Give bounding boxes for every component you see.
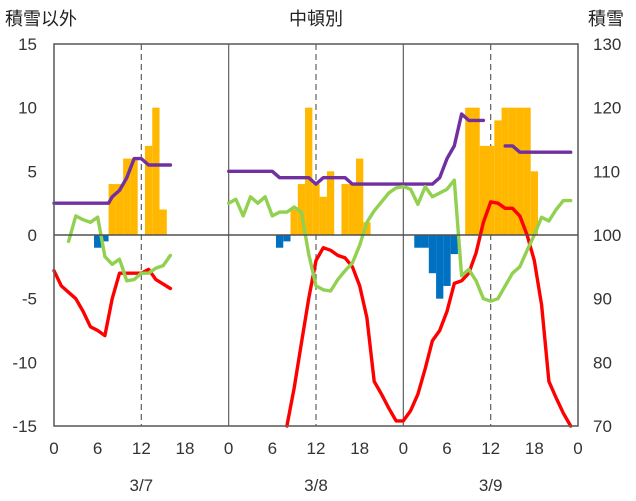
bar (159, 209, 167, 235)
bar (144, 145, 153, 235)
x-tick: 6 (268, 439, 277, 458)
bar (108, 184, 116, 235)
y-tick-left: -5 (22, 290, 37, 309)
bar (130, 158, 138, 235)
bar (530, 171, 538, 235)
bar (115, 184, 124, 235)
lines (52, 112, 573, 428)
plot-frame (53, 43, 579, 427)
bar (94, 235, 102, 248)
bar (436, 235, 444, 299)
bar (283, 235, 291, 242)
x-tick: 0 (224, 439, 233, 458)
y-tick-right: 70 (593, 417, 612, 436)
bar (341, 184, 349, 235)
x-tick: 6 (442, 439, 451, 458)
day-label: 3/8 (304, 476, 328, 495)
y-tick-right: 130 (593, 35, 621, 54)
bar (275, 235, 284, 248)
y-tick-left: 15 (18, 35, 37, 54)
series-line (503, 144, 573, 154)
x-tick: 6 (93, 439, 102, 458)
bar (472, 107, 480, 235)
y-tick-right: 110 (593, 162, 620, 181)
series-line (226, 178, 573, 303)
bar (494, 120, 502, 235)
bar (465, 107, 473, 235)
x-tick: 18 (350, 439, 369, 458)
x-tick: 0 (573, 439, 582, 458)
bar (501, 107, 509, 235)
bar (428, 235, 437, 274)
x-tick: 18 (525, 439, 544, 458)
bar (487, 145, 495, 235)
y-tick-right: 80 (593, 353, 612, 372)
y-tick-right: 90 (593, 290, 612, 309)
bar (101, 235, 109, 242)
x-tick: 12 (307, 439, 326, 458)
y-tick-left: 0 (28, 226, 37, 245)
bar (312, 184, 320, 235)
bar (414, 235, 422, 248)
bar (305, 107, 313, 235)
chart-title: 中頓別 (289, 9, 343, 30)
bar (479, 145, 488, 235)
y-tick-right: 100 (593, 226, 621, 245)
bar (348, 184, 357, 235)
bar (123, 158, 131, 235)
y-tick-left: 10 (18, 99, 37, 118)
left-axis-label: 積雪以外 (5, 9, 77, 30)
x-tick: 0 (49, 439, 58, 458)
bar (356, 158, 364, 235)
y-tick-left: -10 (12, 353, 37, 372)
x-tick: 18 (176, 439, 195, 458)
axes (53, 43, 579, 427)
x-tick: 12 (481, 439, 500, 458)
bar (421, 235, 429, 248)
series-line (66, 214, 173, 283)
series-line (226, 112, 486, 186)
bar (523, 107, 531, 235)
bar (297, 184, 306, 235)
y-tick-left: 5 (28, 162, 37, 181)
y-tick-left: -15 (12, 417, 37, 436)
series-line (285, 200, 573, 428)
x-tick: 12 (132, 439, 151, 458)
bars (94, 107, 538, 299)
bar (508, 107, 517, 235)
bar (319, 196, 327, 235)
bar (443, 235, 451, 286)
bar (363, 222, 371, 235)
right-axis-label: 積雪 (588, 9, 624, 30)
x-tick: 0 (399, 439, 408, 458)
series-line (52, 156, 173, 205)
y-tick-right: 120 (593, 99, 621, 118)
bar (152, 107, 160, 235)
labels: 積雪以外 中頓別 積雪 151050-5-10-1513012011010090… (5, 9, 624, 495)
series-line (52, 267, 173, 338)
bar (326, 171, 335, 235)
day-label: 3/7 (130, 476, 154, 495)
day-label: 3/9 (479, 476, 503, 495)
bar (290, 209, 298, 235)
bar (516, 107, 524, 235)
bar (450, 235, 458, 255)
